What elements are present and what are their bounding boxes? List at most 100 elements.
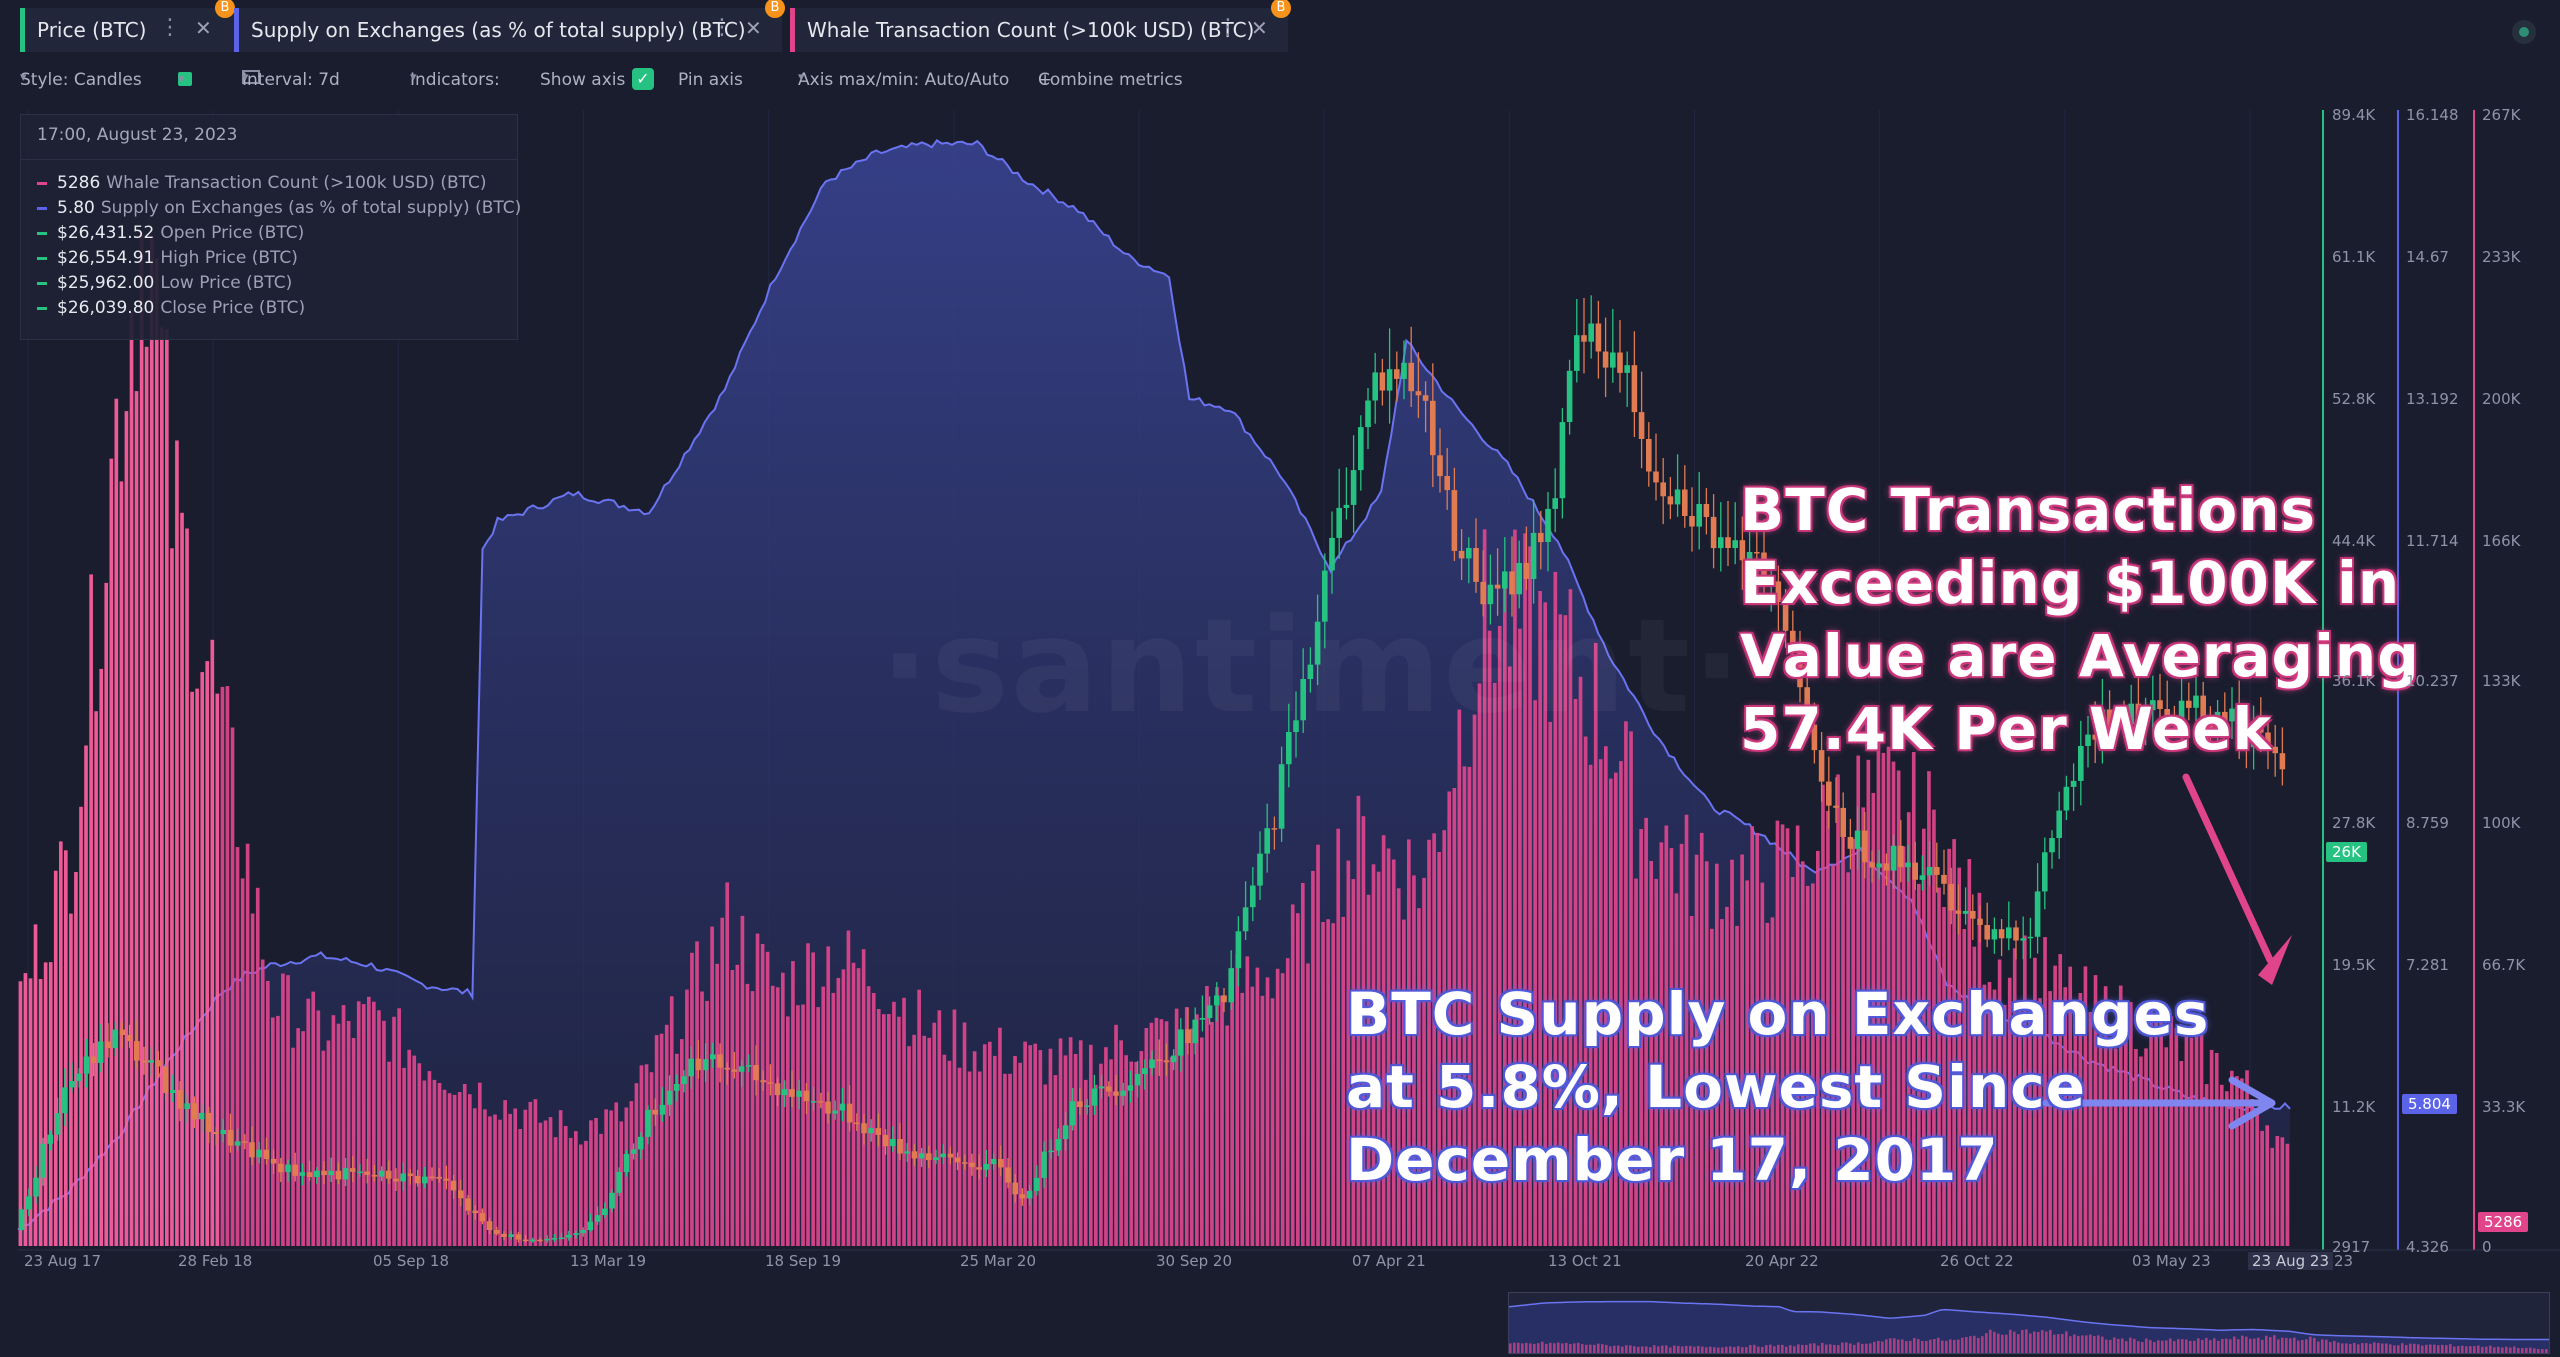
price-candle [990, 1159, 997, 1165]
price-candle [1185, 1029, 1191, 1044]
whale-bar [372, 1001, 376, 1246]
price-candle [659, 1104, 666, 1115]
price-candle [1379, 372, 1386, 391]
whale-bar [1699, 832, 1704, 1246]
price-candle [846, 1103, 853, 1123]
navigator-whale-bar [1813, 1343, 1816, 1353]
price-candle [2243, 736, 2250, 748]
price-candle [1595, 323, 1602, 352]
whale-bar [649, 1072, 654, 1246]
price-candle [1134, 1073, 1141, 1086]
whale-bar [1477, 683, 1482, 1246]
navigator-whale-bar [1597, 1343, 1600, 1353]
whale-bar [1048, 1048, 1053, 1246]
navigator-whale-bar [1741, 1347, 1744, 1353]
price-candle [1977, 918, 1983, 925]
price-candle [450, 1180, 457, 1191]
navigator-whale-bar [1657, 1346, 1660, 1353]
tab-whale-transactions[interactable]: Whale Transaction Count (>100k USD) (BTC… [790, 0, 1291, 52]
legend-value: $25,962.00 [57, 273, 155, 293]
navigator-whale-bar [2257, 1337, 2260, 1353]
price-candle [299, 1172, 306, 1176]
whale-bar [180, 512, 184, 1246]
navigator-whale-bar [2445, 1345, 2448, 1353]
navigator-whale-bar [1857, 1342, 1860, 1353]
price-candle [1646, 439, 1652, 472]
price-candle [1890, 845, 1897, 871]
price-candle [551, 1238, 558, 1240]
more-options-icon[interactable]: ⋮ [711, 15, 733, 40]
whale-bar [2154, 1014, 2158, 1246]
tab-supply-on-exchanges[interactable]: Supply on Exchanges (as % of total suppl… [234, 0, 785, 52]
price-candle [1221, 995, 1227, 1003]
price-candle [1329, 537, 1335, 571]
navigator-whale-bar [2505, 1346, 2508, 1353]
whale-tick-label: 133K [2482, 672, 2521, 690]
price-candle [1689, 516, 1695, 527]
more-options-icon[interactable]: ⋮ [1217, 15, 1239, 40]
price-candle [472, 1210, 478, 1213]
price-candle [40, 1143, 46, 1178]
close-icon[interactable]: ✕ [195, 16, 212, 40]
whale-bar [154, 258, 159, 1246]
status-indicator-icon[interactable] [2512, 20, 2536, 44]
close-icon[interactable]: ✕ [745, 16, 762, 40]
show-axis-checkbox[interactable]: ✓ [632, 68, 654, 90]
price-candle [1408, 362, 1414, 392]
pink-arrow-icon [2182, 773, 2274, 964]
whale-bar [1270, 998, 1275, 1246]
close-icon[interactable]: ✕ [1251, 16, 1268, 40]
time-navigator[interactable] [1508, 1292, 2550, 1354]
navigator-whale-bar [2025, 1329, 2028, 1353]
whale-bar [1351, 879, 1356, 1246]
price-candle [1725, 537, 1731, 548]
whale-bar [1391, 859, 1396, 1246]
price-candle [501, 1233, 507, 1237]
chart-axes [18, 110, 2560, 1251]
navigator-whale-bar [1625, 1345, 1628, 1353]
whale-bar [1780, 824, 1785, 1246]
whale-bar [2240, 1078, 2244, 1246]
price-candle [1545, 508, 1551, 542]
price-candle [2142, 710, 2149, 719]
whale-bar [1654, 878, 1659, 1246]
whale-bar [927, 1037, 932, 1246]
whale-bar [1250, 986, 1255, 1246]
price-candle [2236, 708, 2242, 737]
navigator-whale-bar [2249, 1338, 2252, 1353]
price-candle [1235, 931, 1242, 969]
whale-bar [139, 232, 144, 1246]
whale-bar [1674, 893, 1679, 1246]
price-candle [1019, 1194, 1026, 1199]
whale-bar [43, 962, 48, 1246]
navigator-whale-bar [1817, 1345, 1820, 1353]
navigator-whale-bar [1905, 1341, 1908, 1353]
price-candle [645, 1109, 651, 1137]
tab-price[interactable]: Price (BTC) ⋮ ✕ B [20, 0, 235, 52]
price-candle [321, 1170, 327, 1176]
navigator-whale-bar [1837, 1345, 1840, 1353]
whale-bar [1760, 882, 1765, 1246]
navigator-whale-bar [2073, 1334, 2076, 1353]
price-candle [544, 1238, 550, 1241]
navigator-whale-bar [2065, 1331, 2068, 1353]
whale-bar [1588, 764, 1593, 1246]
whale-bar [1472, 714, 1477, 1246]
whale-bar [2250, 1099, 2254, 1246]
navigator-whale-bar [1993, 1331, 1996, 1353]
navigator-whale-bar [2365, 1343, 2368, 1353]
navigator-whale-bar [2305, 1339, 2308, 1353]
more-options-icon[interactable]: ⋮ [159, 15, 181, 40]
tab-price-label: Price (BTC) [37, 18, 147, 42]
price-candle [112, 1029, 118, 1049]
price-candle [969, 1162, 975, 1168]
price-candle [796, 1090, 802, 1097]
price-candle [2006, 927, 2012, 939]
pin-axis-toggle[interactable]: Pin axis [678, 70, 743, 90]
whale-bar [1513, 529, 1517, 1246]
price-candle [803, 1090, 810, 1102]
whale-bar [2189, 1037, 2194, 1246]
whale-bar [1543, 602, 1548, 1246]
whale-bar [760, 944, 765, 1246]
